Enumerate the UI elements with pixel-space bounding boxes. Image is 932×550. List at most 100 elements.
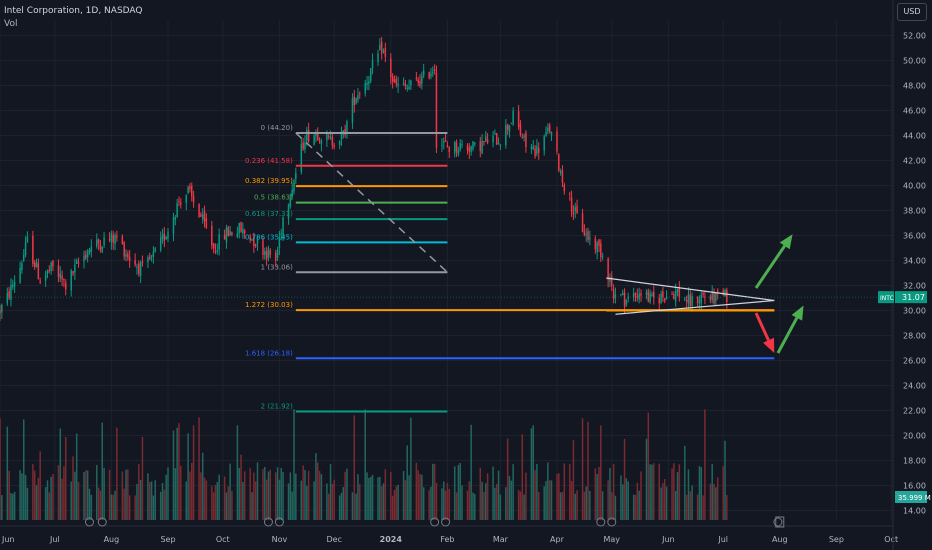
candle-body bbox=[726, 290, 728, 303]
volume-bar bbox=[596, 474, 598, 520]
currency-button[interactable]: USD bbox=[897, 3, 927, 21]
volume-bar bbox=[253, 472, 255, 520]
candle-body bbox=[300, 144, 303, 173]
volume-bar bbox=[404, 480, 407, 520]
candle-body bbox=[715, 292, 717, 302]
volume-bar bbox=[22, 419, 25, 520]
volume-bar bbox=[86, 470, 89, 520]
candle-body bbox=[684, 298, 686, 300]
candle-body bbox=[574, 207, 576, 212]
volume-bar bbox=[57, 465, 60, 520]
volume-bar bbox=[638, 490, 640, 520]
volume-bar bbox=[333, 479, 335, 520]
volume-bar bbox=[165, 474, 167, 520]
candle-body bbox=[421, 75, 423, 84]
volume-bar bbox=[611, 492, 613, 520]
volume-bar bbox=[85, 470, 87, 520]
candle-body bbox=[704, 296, 706, 298]
volume-bar bbox=[249, 468, 251, 520]
volume-bar bbox=[167, 467, 169, 520]
y-tick-label: 14.00 bbox=[903, 507, 926, 516]
event-marker-icon bbox=[607, 517, 617, 527]
volume-bar bbox=[231, 490, 233, 520]
candle-body bbox=[172, 217, 175, 235]
event-marker-icon bbox=[263, 517, 273, 527]
candle-body bbox=[340, 131, 343, 140]
candle-body bbox=[125, 254, 127, 257]
candle-body bbox=[402, 83, 405, 86]
candle-body bbox=[627, 296, 629, 299]
volume-bar bbox=[214, 484, 217, 520]
volume-bar bbox=[108, 469, 111, 520]
candle-body bbox=[317, 133, 319, 141]
volume-bar bbox=[306, 485, 308, 520]
candle-body bbox=[530, 146, 533, 149]
volume-bar bbox=[676, 472, 679, 520]
candle-body bbox=[22, 254, 25, 261]
candle-body bbox=[658, 298, 660, 304]
candle-body bbox=[114, 234, 116, 245]
volume-bar bbox=[342, 487, 345, 520]
volume-bar bbox=[722, 466, 724, 520]
candle-body bbox=[1, 304, 3, 313]
volume-bar bbox=[397, 484, 399, 520]
candle-body bbox=[176, 203, 178, 217]
candle-body bbox=[653, 291, 655, 298]
candle-body bbox=[243, 230, 246, 234]
volume-bar bbox=[492, 466, 494, 520]
candle-body bbox=[52, 260, 54, 267]
candle-body bbox=[161, 234, 164, 239]
volume-bar bbox=[517, 490, 520, 520]
candle-body bbox=[218, 234, 220, 250]
volume-bar bbox=[123, 488, 125, 520]
volume-bar bbox=[90, 494, 93, 520]
candle-body bbox=[313, 135, 315, 145]
candle-body bbox=[278, 237, 281, 248]
volume-bar bbox=[446, 482, 449, 520]
volume-bar bbox=[510, 480, 513, 520]
candle-body bbox=[275, 252, 277, 261]
volume-bar bbox=[609, 467, 611, 520]
x-tick-label: Aug bbox=[772, 535, 788, 544]
candle-body bbox=[88, 249, 91, 253]
y-tick-label: 46.00 bbox=[903, 107, 926, 116]
volume-bar bbox=[715, 487, 717, 520]
volume-bar bbox=[572, 440, 575, 520]
candle-body bbox=[569, 193, 571, 195]
volume-label: Vol bbox=[4, 19, 18, 29]
candle-body bbox=[519, 124, 522, 135]
volume-bar bbox=[512, 464, 514, 520]
volume-bar bbox=[125, 469, 127, 520]
volume-bar bbox=[536, 463, 538, 520]
volume-bar bbox=[441, 488, 443, 520]
candle-body bbox=[35, 261, 38, 268]
volume-bar bbox=[282, 472, 284, 520]
triangle-lower-line bbox=[615, 299, 775, 315]
candle-body bbox=[536, 146, 538, 154]
candle-body bbox=[59, 273, 62, 279]
candle-body bbox=[211, 226, 213, 246]
candle-body bbox=[293, 180, 295, 192]
volume-bar bbox=[417, 470, 419, 520]
candle-body bbox=[200, 214, 202, 217]
candle-body bbox=[614, 294, 617, 299]
candle-body bbox=[99, 244, 102, 250]
candle-body bbox=[185, 194, 188, 203]
volume-bar bbox=[382, 483, 385, 520]
candle-body bbox=[724, 290, 726, 297]
volume-bar bbox=[77, 481, 80, 520]
volume-bar bbox=[344, 471, 346, 520]
candle-body bbox=[587, 231, 589, 240]
candle-body bbox=[147, 257, 149, 263]
chart-header: Intel Corporation, 1D, NASDAQ Vol bbox=[4, 5, 143, 31]
volume-bar bbox=[276, 467, 279, 520]
volume-bar bbox=[691, 485, 693, 520]
volume-bar bbox=[340, 492, 343, 520]
candle-body bbox=[150, 255, 153, 257]
candle-body bbox=[371, 60, 374, 69]
volume-bar bbox=[711, 464, 713, 520]
candle-body bbox=[391, 76, 394, 82]
volume-bar bbox=[636, 482, 639, 520]
candle-body bbox=[479, 141, 482, 152]
